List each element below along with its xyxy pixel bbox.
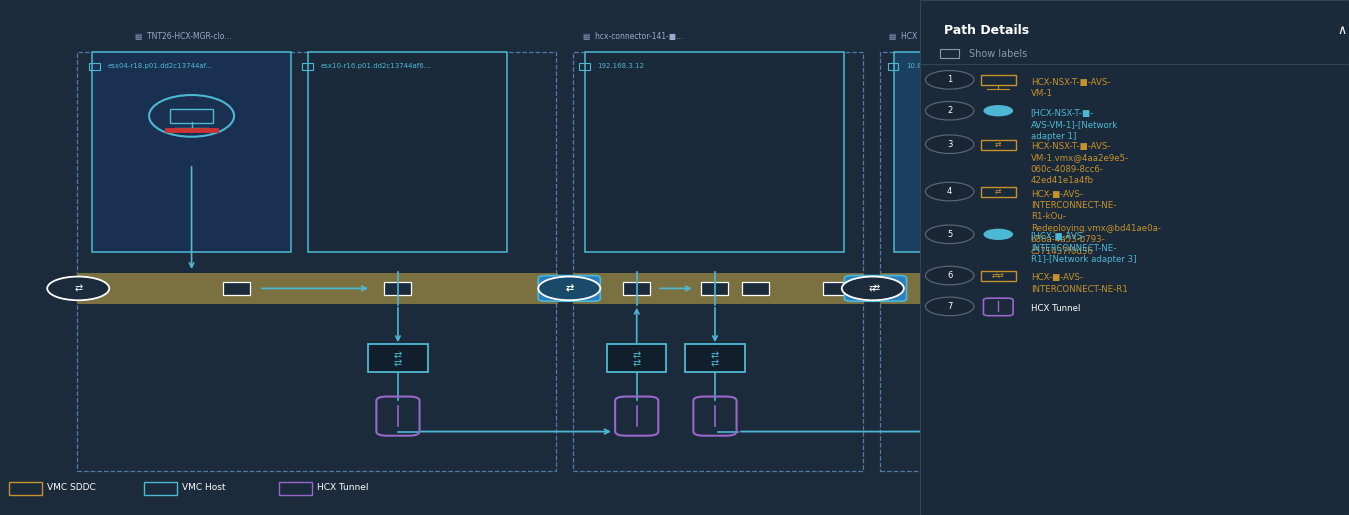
FancyBboxPatch shape [223,282,250,295]
Text: ⇄: ⇄ [394,358,402,368]
Text: Path Details: Path Details [944,24,1029,38]
Text: ⇄: ⇄ [565,283,573,294]
FancyBboxPatch shape [844,276,907,301]
FancyBboxPatch shape [880,273,1214,304]
Text: VMC Host: VMC Host [182,483,225,492]
Text: 10.81.80.68: 10.81.80.68 [907,63,950,69]
Circle shape [983,229,1013,240]
Text: [HCX-■-AVS-
INTERCONNECT-NE-
R1]-[Network adapter 3]: [HCX-■-AVS- INTERCONNECT-NE- R1]-[Networ… [1031,232,1136,264]
Text: 192.168.3.12: 192.168.3.12 [598,63,645,69]
Circle shape [925,71,974,89]
Text: ⇄: ⇄ [1040,350,1048,360]
Circle shape [925,297,974,316]
FancyBboxPatch shape [742,282,769,295]
FancyBboxPatch shape [1031,282,1058,295]
Circle shape [47,277,109,300]
Text: 6: 6 [947,271,952,280]
FancyBboxPatch shape [938,282,965,295]
Text: ⇄: ⇄ [711,358,719,368]
FancyBboxPatch shape [384,282,411,295]
Text: 3: 3 [947,140,952,149]
Text: ⇄: ⇄ [996,186,1001,196]
FancyBboxPatch shape [585,52,844,252]
Text: HCX Tunnel: HCX Tunnel [1031,304,1081,313]
FancyBboxPatch shape [573,273,863,304]
FancyBboxPatch shape [823,282,850,295]
Text: HCX Tunnel: HCX Tunnel [317,483,368,492]
FancyBboxPatch shape [92,52,291,252]
Text: ▤  hcx-connector-141-■...: ▤ hcx-connector-141-■... [583,31,683,41]
Text: 7: 7 [947,302,952,311]
Text: ⇄: ⇄ [394,350,402,360]
Text: HCX-■-AVS-
INTERCONNECT-NE-
R1-kOu-
Redeploying.vmx@bd41ae0a-
b88a-4a53-b793-
c5: HCX-■-AVS- INTERCONNECT-NE- R1-kOu- Rede… [1031,190,1160,256]
Text: HCX-NSX-T-■-AVS-
VM-1: HCX-NSX-T-■-AVS- VM-1 [1031,78,1110,98]
Text: ⇄: ⇄ [711,350,719,360]
FancyBboxPatch shape [701,282,728,295]
Text: ⇄: ⇄ [996,139,1001,148]
Text: ▤  TNT26-HCX-MGR-clo...: ▤ TNT26-HCX-MGR-clo... [135,31,231,41]
Circle shape [925,101,974,120]
Circle shape [925,182,974,201]
Circle shape [925,266,974,285]
Circle shape [538,277,600,300]
Text: ⇄: ⇄ [633,358,641,368]
Text: ⇄⇄: ⇄⇄ [992,270,1005,280]
FancyBboxPatch shape [685,344,745,372]
Text: esx04-r18.p01.dd2c13744af...: esx04-r18.p01.dd2c13744af... [108,63,213,69]
Text: ⇄: ⇄ [74,283,82,294]
Circle shape [925,135,974,153]
Text: ⇄: ⇄ [565,283,573,294]
Text: [HCX-NSX-T-■-
AVS-VM-1]-[Network
adapter 1]: [HCX-NSX-T-■- AVS-VM-1]-[Network adapter… [1031,109,1118,141]
FancyBboxPatch shape [920,0,1349,515]
Text: VMC SDDC: VMC SDDC [47,483,96,492]
Circle shape [925,225,974,244]
FancyBboxPatch shape [538,276,600,301]
Text: ⇄: ⇄ [633,350,641,360]
Text: ⇄: ⇄ [1040,358,1048,368]
FancyBboxPatch shape [1014,344,1074,372]
Text: HCX-■-AVS-
INTERCONNECT-NE-R1: HCX-■-AVS- INTERCONNECT-NE-R1 [1031,273,1128,294]
Circle shape [983,105,1013,116]
Text: ⇄: ⇄ [869,283,877,294]
FancyBboxPatch shape [77,273,558,304]
FancyBboxPatch shape [623,282,650,295]
Text: HCX-NSX-T-■-AVS-
VM-1.vmx@4aa2e9e5-
060c-4089-8cc6-
42ed41e1a4fb: HCX-NSX-T-■-AVS- VM-1.vmx@4aa2e9e5- 060c… [1031,142,1129,185]
Text: esx10-r16.p01.dd2c13744af6...: esx10-r16.p01.dd2c13744af6... [321,63,432,69]
Text: 4: 4 [947,187,952,196]
Text: 1: 1 [947,75,952,84]
Text: ∧: ∧ [1337,24,1346,38]
Text: ⇄: ⇄ [871,283,880,294]
Text: ▤  HCX Cloud - CMBU-PRD-■-M20GA-18...: ▤ HCX Cloud - CMBU-PRD-■-M20GA-18... [889,31,1050,41]
Text: Show labels: Show labels [969,48,1027,59]
FancyBboxPatch shape [308,52,507,252]
Circle shape [842,277,904,300]
FancyBboxPatch shape [368,344,428,372]
FancyBboxPatch shape [894,52,1203,252]
FancyBboxPatch shape [607,344,666,372]
Text: 2: 2 [947,106,952,115]
Text: 5: 5 [947,230,952,239]
